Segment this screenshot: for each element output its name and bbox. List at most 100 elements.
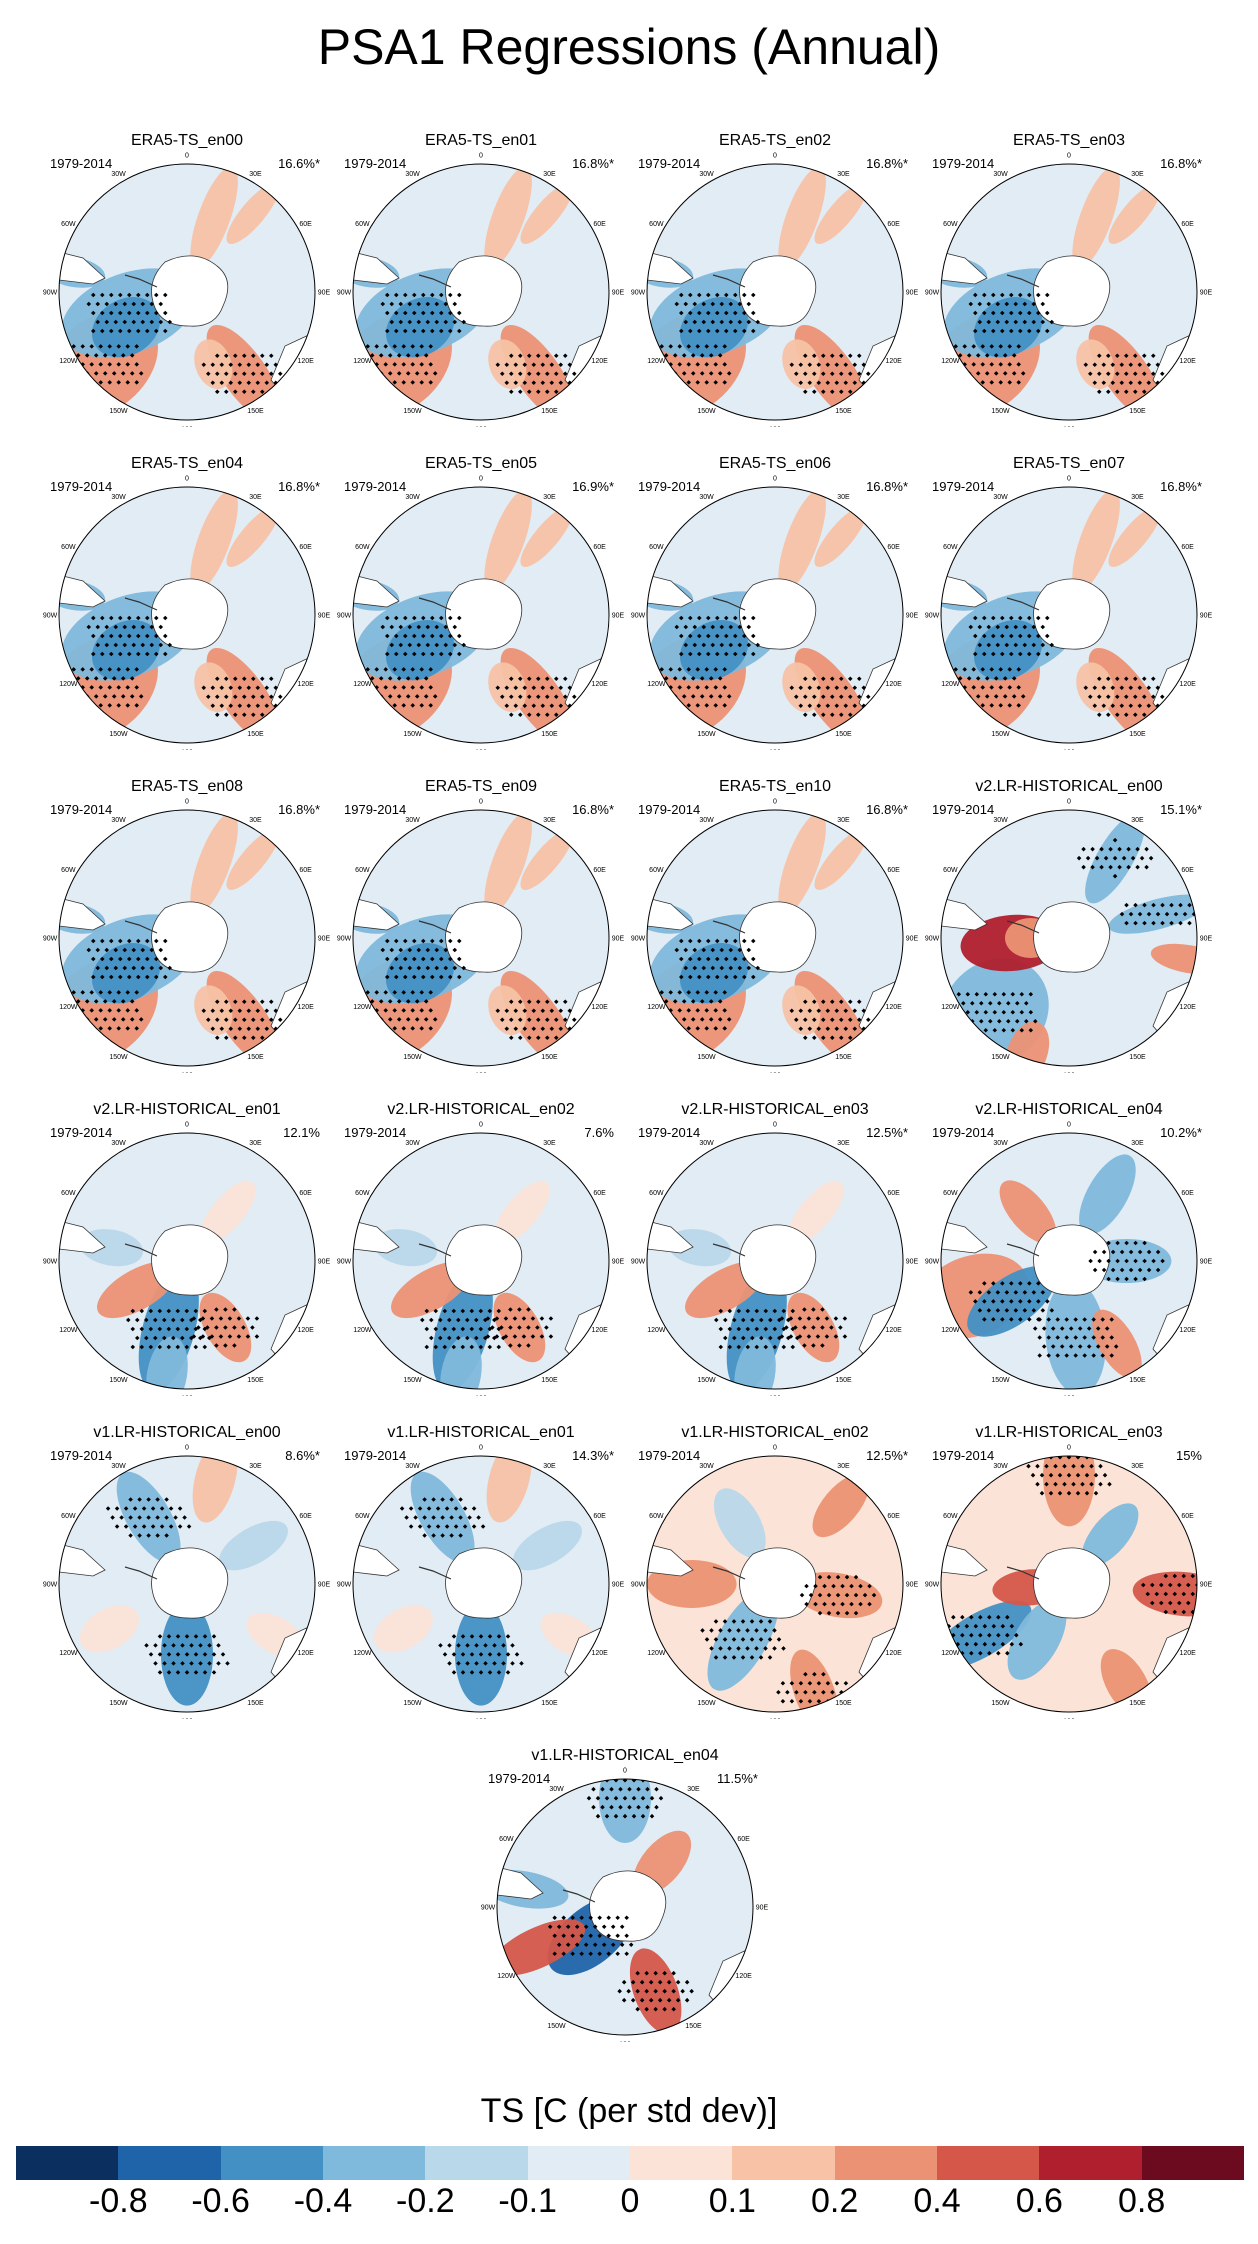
significance-dot	[807, 1026, 813, 1032]
significance-dot	[1142, 371, 1147, 377]
significance-dot	[789, 1680, 795, 1686]
significance-dot	[100, 292, 105, 298]
significance-dot	[1115, 1240, 1120, 1246]
significance-dot	[798, 1026, 804, 1032]
anomaly-blob	[91, 297, 161, 358]
significance-dot	[731, 1619, 737, 1624]
significance-dot	[105, 1506, 111, 1511]
significance-dot	[572, 694, 577, 700]
significance-dot	[848, 371, 853, 377]
field-layer	[59, 1456, 315, 1712]
longitude-label: 60W	[649, 867, 664, 874]
significance-dot	[1027, 1317, 1032, 1322]
significance-dot	[1110, 362, 1116, 368]
significance-dot	[552, 1951, 557, 1957]
longitude-label: 120E	[297, 681, 314, 688]
significance-dot	[650, 1026, 655, 1031]
panel-variance-percent: 16.6%*	[278, 156, 320, 171]
significance-dot	[365, 703, 370, 708]
longitude-label: 180	[475, 426, 487, 427]
significance-dot	[798, 703, 804, 709]
colorbar-swatch	[322, 2146, 426, 2180]
africa-landmass	[225, 1133, 278, 1141]
anomaly-blob	[973, 297, 1043, 358]
significance-dot	[852, 1026, 858, 1032]
anomaly-blob	[1108, 183, 1162, 244]
significance-dot	[554, 353, 559, 359]
field-layer	[647, 1456, 903, 1712]
significance-dot	[1142, 1276, 1147, 1282]
significance-dot	[688, 328, 693, 334]
anomaly-blob	[200, 1180, 256, 1244]
longitude-label: 150E	[835, 1377, 852, 1384]
longitude-label: 90W	[631, 1259, 646, 1266]
significance-dot	[588, 1933, 593, 1939]
longitude-label: 90E	[1200, 613, 1213, 620]
panel-title: ERA5-TS_en06	[718, 455, 832, 472]
longitude-label: 30E	[1131, 817, 1144, 824]
longitude-label: 90E	[1200, 1582, 1213, 1589]
significance-dot	[857, 694, 862, 700]
map-boundary	[940, 1132, 1198, 1390]
significance-dot	[168, 1524, 174, 1529]
longitude-label: 90E	[318, 1259, 331, 1266]
significance-dot	[834, 362, 840, 368]
panel-title: ERA5-TS_en02	[718, 132, 832, 149]
significance-dot	[839, 999, 844, 1005]
significance-dot	[549, 1008, 555, 1014]
significance-dot	[825, 703, 831, 709]
significance-dot	[659, 1026, 664, 1031]
significance-dot	[812, 353, 817, 359]
significance-dot	[465, 1661, 470, 1666]
panel-period: 1979-2014	[344, 1448, 407, 1463]
significance-dot	[150, 1506, 156, 1511]
polar-map: 0 30E 60E 90E 120E 150E 180 150W 120W 90W 60W 30W	[481, 1768, 769, 2042]
longitude-label: 150E	[685, 2023, 702, 2030]
significance-dot	[789, 362, 795, 368]
significance-dot	[749, 1655, 755, 1660]
significance-dot	[848, 999, 853, 1005]
south-america-landmass	[647, 574, 694, 608]
longitude-label: 30W	[699, 494, 714, 501]
longitude-label: 60E	[737, 1836, 750, 1843]
significance-dot	[1110, 1267, 1116, 1273]
anomaly-blob	[679, 943, 749, 1004]
panel-variance-percent: 16.8%*	[1160, 479, 1202, 494]
significance-dot	[440, 1515, 445, 1520]
significance-dot	[982, 328, 987, 334]
significance-dot	[692, 319, 698, 325]
antarctic-peninsula	[712, 1243, 746, 1257]
significance-dot	[736, 1646, 741, 1651]
significance-dot	[597, 1915, 602, 1921]
significance-dot	[469, 1634, 475, 1639]
longitude-label: 120E	[297, 1004, 314, 1011]
map-boundary	[352, 809, 610, 1067]
significance-dot	[62, 703, 67, 708]
field-layer	[941, 1133, 1197, 1389]
significance-dot	[677, 703, 682, 708]
longitude-label: 30E	[1131, 494, 1144, 501]
significance-dot	[531, 703, 537, 709]
significance-dot	[816, 1680, 822, 1686]
significance-dot	[606, 1933, 611, 1939]
longitude-label: 120E	[885, 1327, 902, 1334]
significance-dot	[709, 1646, 714, 1651]
polar-map: 0 30E 60E 90E 120E 150E 180 150W 120W 90W 60W 30W	[925, 153, 1213, 427]
field-layer	[647, 164, 903, 420]
colorbar-tick-label: 0	[620, 2182, 640, 2220]
africa-landmass	[813, 487, 866, 495]
significance-dot	[1133, 1258, 1138, 1264]
significance-dot	[1031, 1290, 1037, 1295]
significance-dot	[736, 1628, 741, 1633]
significance-dot	[518, 1017, 523, 1023]
significance-dot	[834, 685, 840, 691]
panel-title: ERA5-TS_en09	[424, 778, 538, 795]
significance-dot	[1049, 319, 1055, 325]
significance-dot	[852, 685, 858, 691]
significance-dot	[803, 1689, 808, 1695]
significance-dot	[597, 1933, 602, 1939]
significance-dot	[1133, 371, 1138, 377]
colorbar-tick-label: -0.4	[293, 2182, 353, 2220]
antarctic-peninsula	[562, 1889, 596, 1903]
longitude-label: 150E	[835, 1700, 852, 1707]
